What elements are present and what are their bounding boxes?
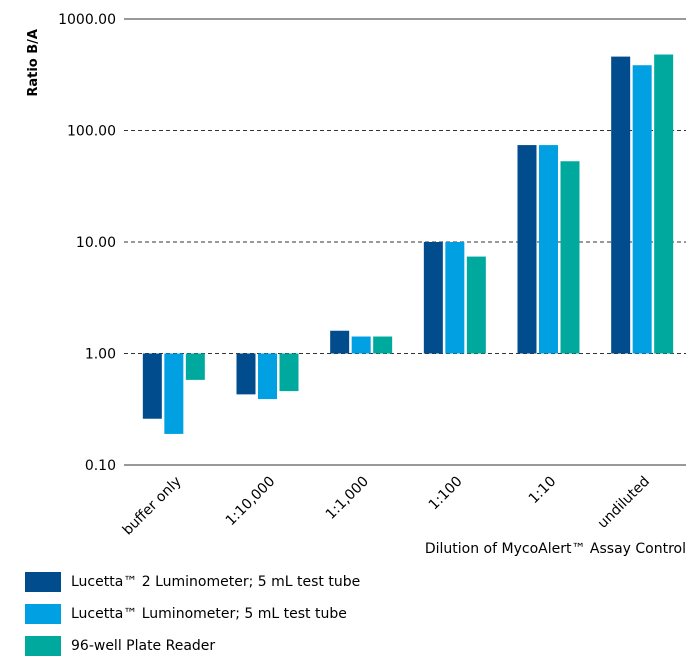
x-tick-label: undiluted [595,474,653,532]
bar [466,256,486,354]
bar [164,353,184,434]
bar [539,145,558,354]
y-tick-label: 1000.00 [58,12,116,28]
bar [373,336,393,354]
bar [279,353,299,392]
y-tick-label: 0.10 [85,458,116,474]
bar [330,330,350,354]
legend-label-lucetta-2: Lucetta™ 2 Luminometer; 5 mL test tube [71,574,361,590]
bar [423,242,443,354]
bar [632,65,652,354]
legend-label-lucetta: Lucetta™ Luminometer; 5 mL test tube [71,606,347,622]
legend-item-lucetta-2: Lucetta™ 2 Luminometer; 5 mL test tube [25,566,360,598]
legend-swatch-lucetta [25,604,61,624]
legend-swatch-plate-reader [25,636,61,656]
x-tick-label: 1:100 [426,474,466,514]
bar [611,56,631,354]
bar [560,161,580,354]
bar [185,353,205,380]
bar [654,54,674,354]
x-axis-label: Dilution of MycoAlert™ Assay Control [425,541,686,557]
y-tick-label: 10.00 [76,235,116,251]
bar [258,353,277,400]
x-tick-label: buffer only [120,474,185,539]
bar [142,353,162,419]
legend-swatch-lucetta-2 [25,572,61,592]
x-tick-label: 1:10,000 [223,474,279,530]
chart: 1000.00 100.00 10.00 1.00 0.10 Ratio B/A buffe… [26,12,686,557]
bar [445,242,465,354]
y-tick-label: 1.00 [85,347,116,363]
legend-label-plate-reader: 96-well Plate Reader [71,638,216,654]
bar [351,336,371,354]
legend-item-lucetta: Lucetta™ Luminometer; 5 mL test tube [25,598,360,630]
bar [517,145,537,354]
y-axis-label: Ratio B/A [26,29,41,97]
legend-item-plate-reader: 96-well Plate Reader [25,630,360,662]
x-tick-label: 1:1,000 [323,474,372,523]
bar [236,353,256,395]
x-tick-label: 1:10 [526,474,560,508]
legend: Lucetta™ 2 Luminometer; 5 mL test tube L… [25,566,360,662]
y-tick-label: 100.00 [67,124,116,140]
